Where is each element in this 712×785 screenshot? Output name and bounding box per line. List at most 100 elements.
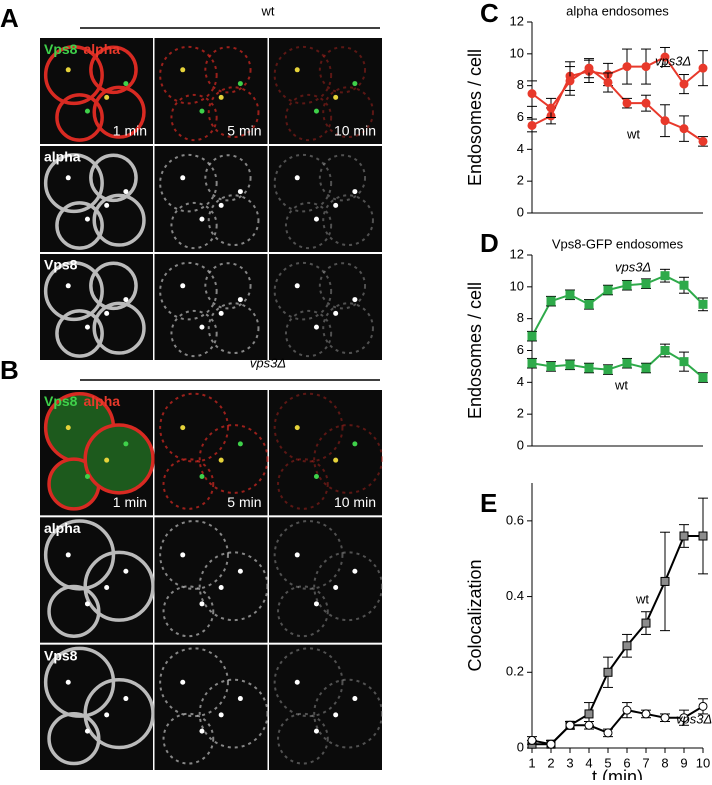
marker <box>603 728 613 738</box>
marker <box>527 735 537 745</box>
marker <box>641 709 651 719</box>
cell <box>273 647 344 718</box>
time-label: 1 min <box>113 494 147 510</box>
panel-letter: C <box>480 0 499 28</box>
y-tick-label: 10 <box>510 45 524 60</box>
spot <box>104 310 110 316</box>
marker <box>546 103 556 113</box>
marker <box>527 358 537 368</box>
marker <box>641 98 651 108</box>
cell <box>318 46 367 94</box>
spot <box>352 189 358 195</box>
cell <box>162 712 215 765</box>
marker <box>679 79 689 89</box>
cell <box>313 551 384 622</box>
spot <box>65 679 71 685</box>
cell <box>204 46 252 94</box>
spot <box>294 552 300 558</box>
cell <box>207 86 260 139</box>
cell <box>318 262 367 310</box>
merge-channel: Vps8 <box>44 41 78 57</box>
cell <box>273 261 333 321</box>
y-tick-label: 8 <box>517 310 524 325</box>
cell <box>83 677 155 750</box>
spot <box>237 189 243 195</box>
marker <box>679 280 689 290</box>
y-tick-label: 0.2 <box>506 664 524 679</box>
spot <box>65 425 71 431</box>
spot <box>199 601 205 607</box>
marker <box>527 331 537 341</box>
micrograph <box>154 146 268 252</box>
marker <box>698 136 708 146</box>
spot <box>180 425 186 431</box>
series-line <box>531 705 704 746</box>
spot <box>333 94 339 100</box>
panel-letter: B <box>0 355 19 385</box>
micrograph <box>269 146 382 252</box>
marker <box>584 709 594 719</box>
marker <box>679 357 689 367</box>
marker <box>546 739 556 749</box>
time-label: 10 min <box>334 123 376 139</box>
channel-label: Vps8 <box>44 647 78 663</box>
x-tick-label: 9 <box>680 755 687 770</box>
cell <box>159 153 218 213</box>
y-axis-label: Endosomes / cell <box>465 49 485 186</box>
cell <box>43 45 104 106</box>
spot <box>84 473 90 479</box>
spot <box>199 728 205 734</box>
x-axis-label: t (min) <box>592 767 643 780</box>
spot <box>180 175 186 181</box>
cell <box>273 520 344 590</box>
cell <box>273 392 344 463</box>
cell <box>318 154 367 202</box>
cell <box>92 193 146 247</box>
marker <box>641 62 651 72</box>
spot <box>313 108 319 114</box>
series-name: wt <box>635 591 649 606</box>
marker <box>603 365 613 375</box>
spot <box>199 324 205 330</box>
marker <box>641 363 651 373</box>
condition-label: vps3Δ <box>250 355 286 370</box>
cell <box>273 153 333 213</box>
spot <box>123 568 129 574</box>
micrograph <box>269 644 382 770</box>
marker <box>660 346 670 355</box>
cell <box>322 302 374 355</box>
cell <box>284 309 333 358</box>
spot <box>180 679 186 685</box>
marker <box>546 361 556 371</box>
spot <box>313 216 319 222</box>
marker <box>565 720 575 730</box>
y-tick-label: 0.4 <box>506 588 524 603</box>
marker <box>527 120 537 130</box>
cell <box>198 551 269 622</box>
marker <box>546 296 556 306</box>
spot <box>199 216 205 222</box>
cell <box>159 647 229 718</box>
spot <box>352 81 358 87</box>
micrograph <box>269 38 382 144</box>
cell <box>273 45 333 105</box>
cell <box>198 424 269 494</box>
spot <box>333 202 339 208</box>
marker <box>622 705 632 715</box>
cell <box>159 392 229 463</box>
marker <box>603 667 613 677</box>
cell <box>284 93 333 142</box>
merge-channel: alpha <box>83 41 120 57</box>
marker <box>698 299 708 309</box>
spot <box>294 425 300 431</box>
cell <box>162 458 215 510</box>
panel-letter: A <box>0 3 19 33</box>
spot <box>237 441 243 447</box>
series-name: vps3Δ <box>676 711 712 726</box>
channel-label: alpha <box>44 149 81 165</box>
marker <box>698 63 708 73</box>
marker <box>660 576 670 586</box>
series-line <box>531 66 704 143</box>
series-line <box>531 349 704 379</box>
y-tick-label: 0 <box>517 204 524 219</box>
